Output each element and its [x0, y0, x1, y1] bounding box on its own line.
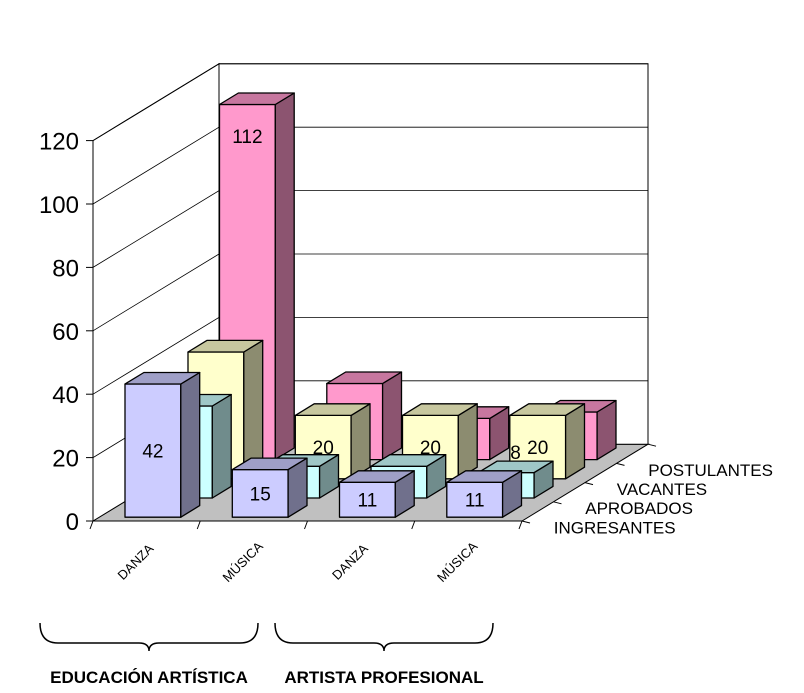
y-axis-ticks: 0 20 40 60 80 100 120	[39, 129, 93, 536]
group-brace	[274, 622, 494, 652]
category-label: DANZA	[329, 541, 371, 583]
y-tick-label: 80	[52, 255, 79, 282]
category-label: MÚSICA	[220, 538, 267, 585]
bar-side-face	[457, 403, 478, 480]
bar-top-face	[124, 371, 201, 385]
bar-ingresantes-1: 15	[231, 457, 308, 518]
data-label: 15	[250, 484, 271, 505]
bar-top-face	[187, 339, 264, 353]
depth-tick-mark	[647, 443, 657, 447]
series-label: POSTULANTES	[648, 461, 773, 480]
bar-top-face	[509, 403, 586, 417]
x-tick-mark	[196, 520, 201, 530]
bar-side-face	[350, 403, 371, 480]
gridline	[92, 63, 648, 141]
bar-top-face	[370, 454, 447, 467]
bar-side-face	[180, 371, 201, 518]
depth-tick-mark	[521, 520, 531, 524]
bar-top-face	[218, 92, 295, 106]
data-label: 42	[142, 442, 163, 463]
data-label: 8	[510, 443, 521, 464]
bar-top-face	[446, 470, 523, 483]
series-label: VACANTES	[617, 480, 707, 499]
group-label: ARTISTA PROFESIONAL	[284, 668, 483, 687]
bar-top-face	[231, 457, 308, 471]
series-label: INGRESANTES	[554, 518, 676, 537]
x-tick-mark	[304, 520, 308, 530]
bar-top-face	[326, 371, 403, 385]
bar-ingresantes-0: 42	[124, 371, 201, 518]
bar-side-face	[381, 371, 403, 461]
x-tick-mark	[89, 520, 94, 530]
bars: 11224131540202020291010842151111	[124, 92, 617, 518]
data-label: 112	[232, 127, 262, 148]
category-label: MÚSICA	[434, 538, 481, 585]
data-label: 11	[465, 491, 485, 512]
bar-ingresantes-2: 11	[338, 470, 415, 518]
y-tick-label: 60	[52, 319, 79, 346]
bar-side-face	[274, 92, 295, 461]
group-brace	[39, 622, 259, 652]
bar-top-face	[338, 470, 415, 483]
x-tick-mark	[411, 520, 416, 530]
bar-ingresantes-3: 11	[446, 470, 523, 518]
y-tick-label: 120	[39, 129, 79, 156]
depth-tick-mark	[616, 462, 625, 466]
data-label: 20	[313, 438, 334, 459]
series-label: APROBADOS	[585, 499, 693, 518]
y-tick-label: 100	[39, 192, 79, 219]
category-label: DANZA	[115, 541, 157, 583]
bar-side-face	[564, 403, 586, 480]
data-label: 11	[358, 491, 378, 512]
y-tick-label: 40	[52, 382, 79, 409]
y-tick-label: 20	[52, 446, 79, 473]
depth-tick-mark	[584, 482, 594, 486]
group-label: EDUCACIÓN ARTÍSTICA	[50, 668, 248, 687]
bar-top-face	[294, 403, 371, 417]
data-label: 20	[420, 438, 441, 459]
group-labels: EDUCACIÓN ARTÍSTICA ARTISTA PROFESIONAL	[39, 622, 494, 687]
bar-side-face	[211, 393, 232, 499]
category-labels: DANZA MÚSICA DANZA MÚSICA	[89, 520, 523, 585]
data-label: 20	[527, 438, 548, 459]
x-tick-mark	[518, 520, 523, 530]
y-tick-label: 0	[66, 509, 79, 536]
bar-top-face	[401, 403, 478, 417]
depth-tick-mark	[553, 501, 562, 505]
